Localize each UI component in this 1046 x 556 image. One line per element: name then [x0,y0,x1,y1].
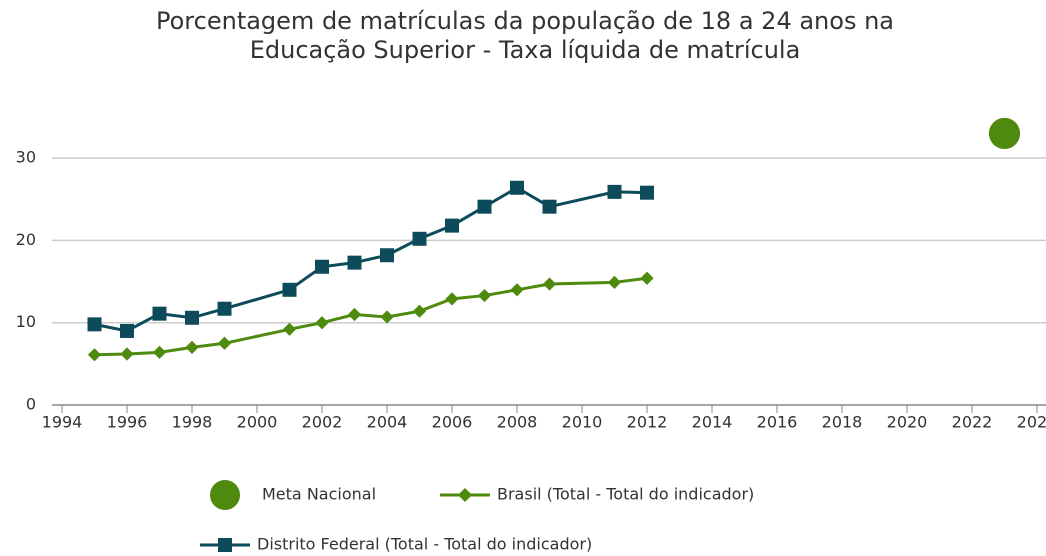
marker [87,348,102,362]
marker [185,340,199,354]
y-tick-label: 10 [16,312,36,331]
chart-title: Educação Superior - Taxa líquida de matr… [250,36,801,64]
series-line [94,276,648,357]
legend-marker [218,538,232,552]
x-tick-label: 2008 [497,413,538,432]
marker [542,277,557,291]
marker [152,306,167,321]
marker [510,180,524,195]
x-tick-label: 2010 [562,413,603,432]
x-tick-label: 2024 [1017,413,1046,432]
marker [477,199,492,214]
marker [640,271,654,285]
legend-marker [458,488,472,502]
marker [380,310,394,324]
chart-title: Porcentagem de matrículas da população d… [156,7,894,35]
marker [412,304,427,318]
marker [217,301,232,316]
x-tick-label: 2018 [822,413,863,432]
legend-label: Brasil (Total - Total do indicador) [497,485,754,504]
x-tick-label: 1998 [172,413,213,432]
x-tick-label: 2012 [627,413,668,432]
marker [87,317,102,332]
marker [152,345,167,359]
marker [217,336,232,350]
marker [445,292,459,306]
legend-label: Distrito Federal (Total - Total do indic… [257,535,592,554]
series-line [94,186,648,333]
x-tick-label: 2016 [757,413,798,432]
marker [607,184,622,199]
y-tick-label: 0 [26,395,36,414]
marker [412,231,427,246]
y-tick-label: 30 [16,148,36,167]
marker [445,218,459,233]
marker [510,283,524,297]
y-tick-label: 20 [16,230,36,249]
x-tick-label: 1996 [107,413,148,432]
legend-marker [210,480,240,510]
marker [542,199,557,214]
marker [120,347,134,361]
marker [120,323,134,338]
marker [282,322,297,336]
x-tick-label: 2014 [692,413,733,432]
marker [347,255,362,270]
marker [988,117,1021,150]
x-tick-label: 2002 [302,413,343,432]
x-tick-label: 2004 [367,413,408,432]
x-tick-label: 2022 [952,413,993,432]
marker [607,275,622,289]
legend-label: Meta Nacional [262,485,376,504]
marker [640,185,654,200]
marker [477,288,492,303]
marker [185,310,199,325]
marker [380,248,394,263]
marker [315,316,329,330]
marker [347,307,362,322]
marker [315,259,329,274]
x-tick-label: 2020 [887,413,928,432]
marker [282,282,297,297]
x-tick-label: 2000 [237,413,278,432]
x-tick-label: 1994 [42,413,83,432]
x-tick-label: 2006 [432,413,473,432]
